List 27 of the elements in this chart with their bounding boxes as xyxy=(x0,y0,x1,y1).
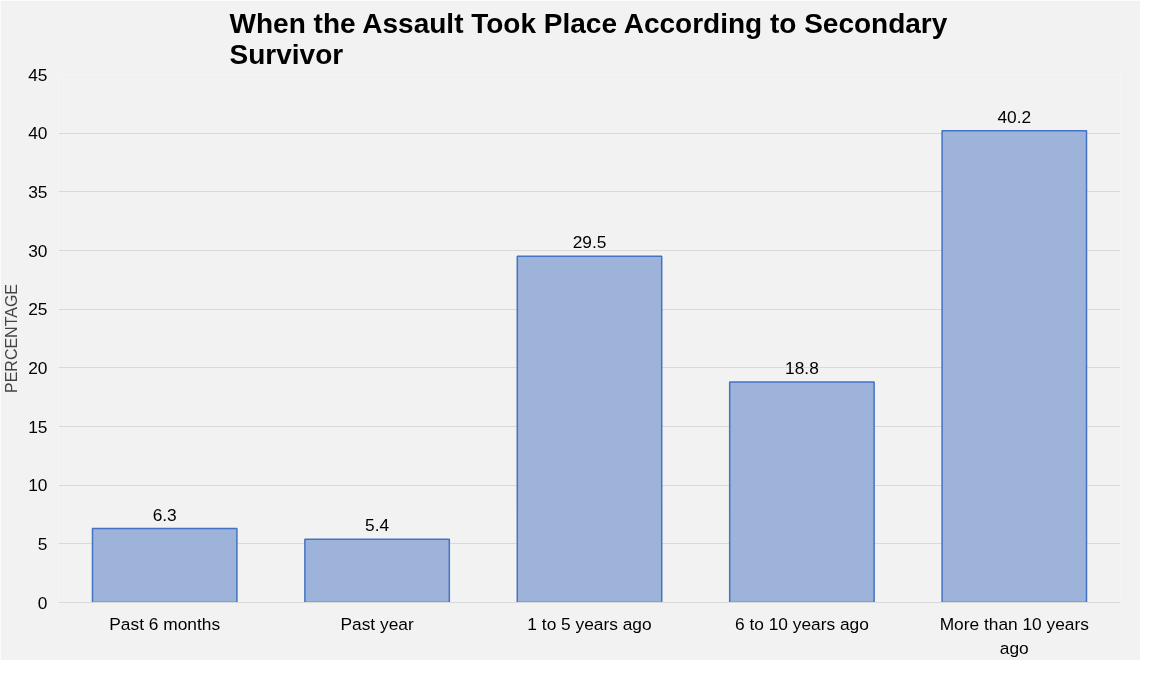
x-tick-label: 6 to 10 years ago xyxy=(734,613,869,634)
bar xyxy=(728,381,875,603)
x-tick-label: Past 6 months xyxy=(109,613,221,634)
data-label: 6.3 xyxy=(152,504,177,525)
y-tick-label: 10 xyxy=(28,475,48,496)
y-tick-label: 25 xyxy=(28,299,48,320)
y-tick-label: 0 xyxy=(37,592,48,613)
y-tick-label: 20 xyxy=(28,357,48,378)
y-tick-label: 30 xyxy=(28,240,48,261)
x-tick-label: 1 to 5 years ago xyxy=(527,613,652,634)
chart-title: When the Assault Took Place According to Secondary Survivor xyxy=(229,7,948,70)
data-label: 29.5 xyxy=(572,232,607,253)
y-tick-label: 40 xyxy=(28,123,48,144)
x-tick-label: More than 10 years ago xyxy=(939,613,1090,658)
data-label: 5.4 xyxy=(365,515,390,536)
y-tick-label: 5 xyxy=(37,533,48,554)
y-tick-label: 15 xyxy=(28,416,48,437)
y-tick-label: 35 xyxy=(28,181,48,202)
bar xyxy=(941,130,1088,603)
bar xyxy=(91,527,238,603)
data-label: 40.2 xyxy=(997,106,1032,127)
x-tick-label: Past year xyxy=(340,613,414,634)
bar xyxy=(516,255,663,603)
y-tick-label: 45 xyxy=(28,64,48,85)
y-axis-title: PERCENTAGE xyxy=(3,283,21,394)
data-label: 18.8 xyxy=(785,357,819,378)
bar xyxy=(304,538,451,603)
